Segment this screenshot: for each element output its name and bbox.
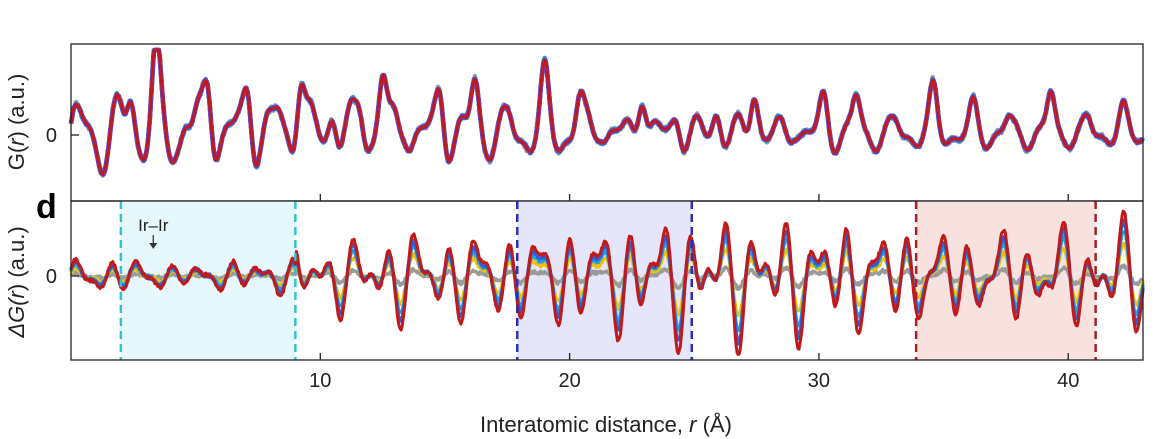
panel-c: 0 G(r) (a.u.) — [4, 43, 1146, 202]
x-label-prefix: Interatomic distance, — [480, 412, 689, 437]
panel-d-frame — [70, 200, 1144, 361]
panel-d-series-group — [69, 209, 1145, 356]
ir-ir-annotation: Ir–Ir — [138, 216, 169, 235]
panel-c-series-line — [68, 47, 1145, 177]
shaded-region — [517, 201, 692, 360]
panel-c-series-line — [68, 47, 1146, 176]
x-tick-label: 40 — [1057, 370, 1079, 392]
x-tick-label: 30 — [808, 370, 830, 392]
x-label-suffix: (Å) — [696, 412, 731, 437]
panel-d-shaded-regions — [120, 201, 1096, 360]
annotation-arrow-head — [149, 243, 158, 249]
panel-c-series-group — [68, 47, 1146, 178]
panel-d-letter: d — [36, 188, 57, 226]
panel-c-series-line — [68, 47, 1145, 177]
panel-d-y-tick-label: 0 — [46, 266, 57, 288]
panel-c-y-tick-label: 0 — [46, 125, 57, 147]
panel-d-y-label-suffix: ) (a.u.) — [4, 226, 29, 291]
x-axis-label: Interatomic distance, r (Å) — [480, 412, 732, 437]
panel-c-x-ticks — [319, 194, 1069, 201]
panel-c-y-label-var: r — [4, 137, 29, 146]
x-tick-label: 10 — [309, 370, 331, 392]
x-label-var: r — [689, 412, 698, 437]
panel-d-x-ticks: 10 20 30 40 — [309, 353, 1079, 392]
x-tick-label: 20 — [558, 370, 580, 392]
panel-c-series-line — [69, 48, 1144, 176]
panel-d-region-boundaries — [119, 201, 1097, 360]
panel-d-y-label-var: r — [4, 289, 29, 298]
panel-c-series-line — [68, 47, 1145, 178]
panel-d-annotations: Ir–Ir — [138, 216, 169, 249]
panel-c-y-label-prefix: G( — [4, 145, 29, 170]
panel-c-y-axis-label: G(r) (a.u.) — [4, 74, 29, 171]
panel-d-y-label-prefix: ΔG( — [4, 296, 29, 339]
panel-c-y-label-suffix: ) (a.u.) — [4, 74, 29, 139]
panel-d-series-line — [69, 209, 1145, 356]
shaded-region — [916, 201, 1096, 360]
panel-d-y-axis-label: ΔG(r) (a.u.) — [4, 226, 29, 338]
panel-d: 0 ΔG(r) (a.u.) d 10 20 30 40 Ir–Ir Interato… — [4, 188, 1145, 437]
